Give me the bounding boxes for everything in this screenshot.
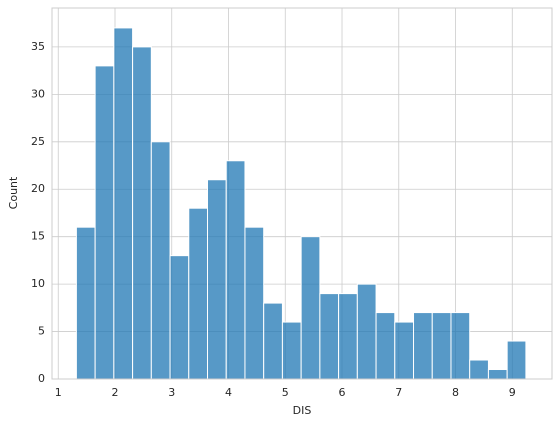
- bar: [469, 359, 489, 380]
- bar: [113, 27, 134, 380]
- x-tick-label: 1: [55, 386, 62, 399]
- bar: [394, 321, 415, 380]
- y-tick-label: 20: [31, 182, 45, 195]
- bar: [225, 160, 246, 380]
- y-tick-label: 35: [31, 40, 45, 53]
- bar: [338, 293, 358, 380]
- x-tick-label: 3: [168, 386, 175, 399]
- bar: [356, 283, 377, 380]
- y-axis-label: Count: [7, 176, 20, 209]
- bar: [450, 312, 471, 380]
- x-tick-label: 8: [452, 386, 459, 399]
- bar: [207, 179, 227, 380]
- x-tick-label: 4: [225, 386, 232, 399]
- bar: [431, 312, 452, 380]
- bar: [263, 302, 283, 380]
- bar: [150, 141, 171, 380]
- bar: [75, 226, 96, 380]
- bar: [169, 255, 190, 380]
- x-tick-label: 2: [111, 386, 118, 399]
- bar: [319, 293, 340, 380]
- bar: [132, 46, 152, 380]
- y-tick-label: 5: [38, 325, 45, 338]
- bar: [281, 321, 302, 380]
- x-tick-label: 7: [395, 386, 402, 399]
- y-tick-label: 0: [38, 372, 45, 385]
- bar: [506, 340, 527, 380]
- bar: [487, 369, 508, 380]
- x-tick-label: 5: [282, 386, 289, 399]
- bar: [375, 312, 396, 380]
- plot-frame: [51, 7, 553, 380]
- y-tick-label: 30: [31, 87, 45, 100]
- y-tick-label: 15: [31, 230, 45, 243]
- bar: [188, 207, 209, 380]
- y-tick-label: 10: [31, 277, 45, 290]
- bar: [244, 226, 265, 380]
- bar: [94, 65, 115, 380]
- x-tick-label: 9: [509, 386, 516, 399]
- bar: [413, 312, 433, 380]
- y-tick-label: 25: [31, 135, 45, 148]
- x-axis-label: DIS: [293, 404, 312, 417]
- bar: [300, 236, 321, 380]
- x-tick-label: 6: [339, 386, 346, 399]
